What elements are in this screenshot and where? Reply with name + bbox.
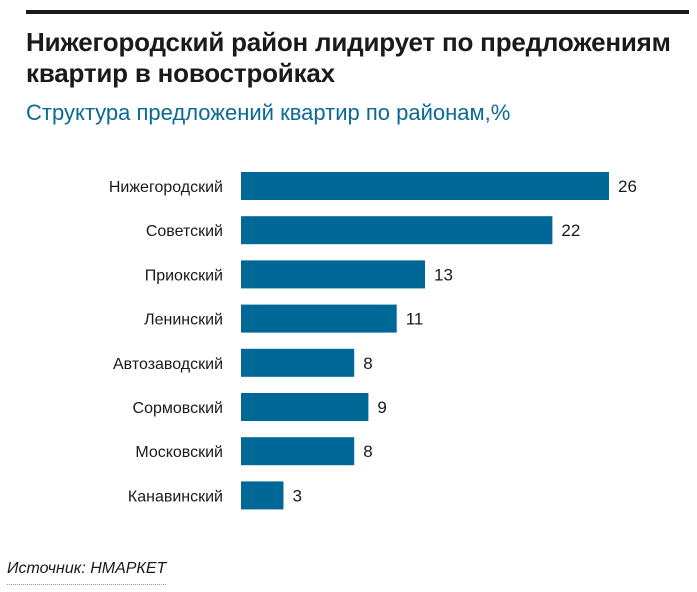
value-label: 22: [561, 221, 580, 240]
category-label: Московский: [135, 444, 223, 461]
bar: [241, 216, 553, 245]
value-label: 9: [377, 398, 386, 417]
value-label: 26: [618, 177, 637, 196]
value-label: 3: [292, 486, 301, 505]
bar: [241, 304, 397, 333]
value-label: 8: [363, 442, 372, 461]
category-label: Нижегородский: [109, 179, 223, 196]
category-label: Сормовский: [133, 400, 223, 417]
category-label: Приокский: [145, 267, 223, 284]
chart-subtitle: Структура предложений квартир по районам…: [26, 100, 511, 125]
category-label: Советский: [146, 223, 223, 240]
bar: [241, 260, 425, 289]
category-label: Автозаводский: [113, 356, 223, 373]
value-label: 11: [406, 310, 424, 329]
source-note: Источник: НМАРКЕТ: [7, 560, 167, 585]
top-rule: [26, 10, 689, 14]
bar: [241, 393, 369, 421]
value-label: 13: [434, 265, 453, 284]
bar: [241, 437, 355, 466]
value-label: 8: [363, 354, 372, 373]
bar: [241, 172, 609, 200]
chart-title: Нижегородский район лидирует по предложе…: [26, 27, 671, 88]
bar: [241, 481, 284, 510]
category-label: Канавинский: [128, 488, 223, 505]
bar: [241, 348, 355, 377]
category-label: Ленинский: [144, 312, 223, 329]
